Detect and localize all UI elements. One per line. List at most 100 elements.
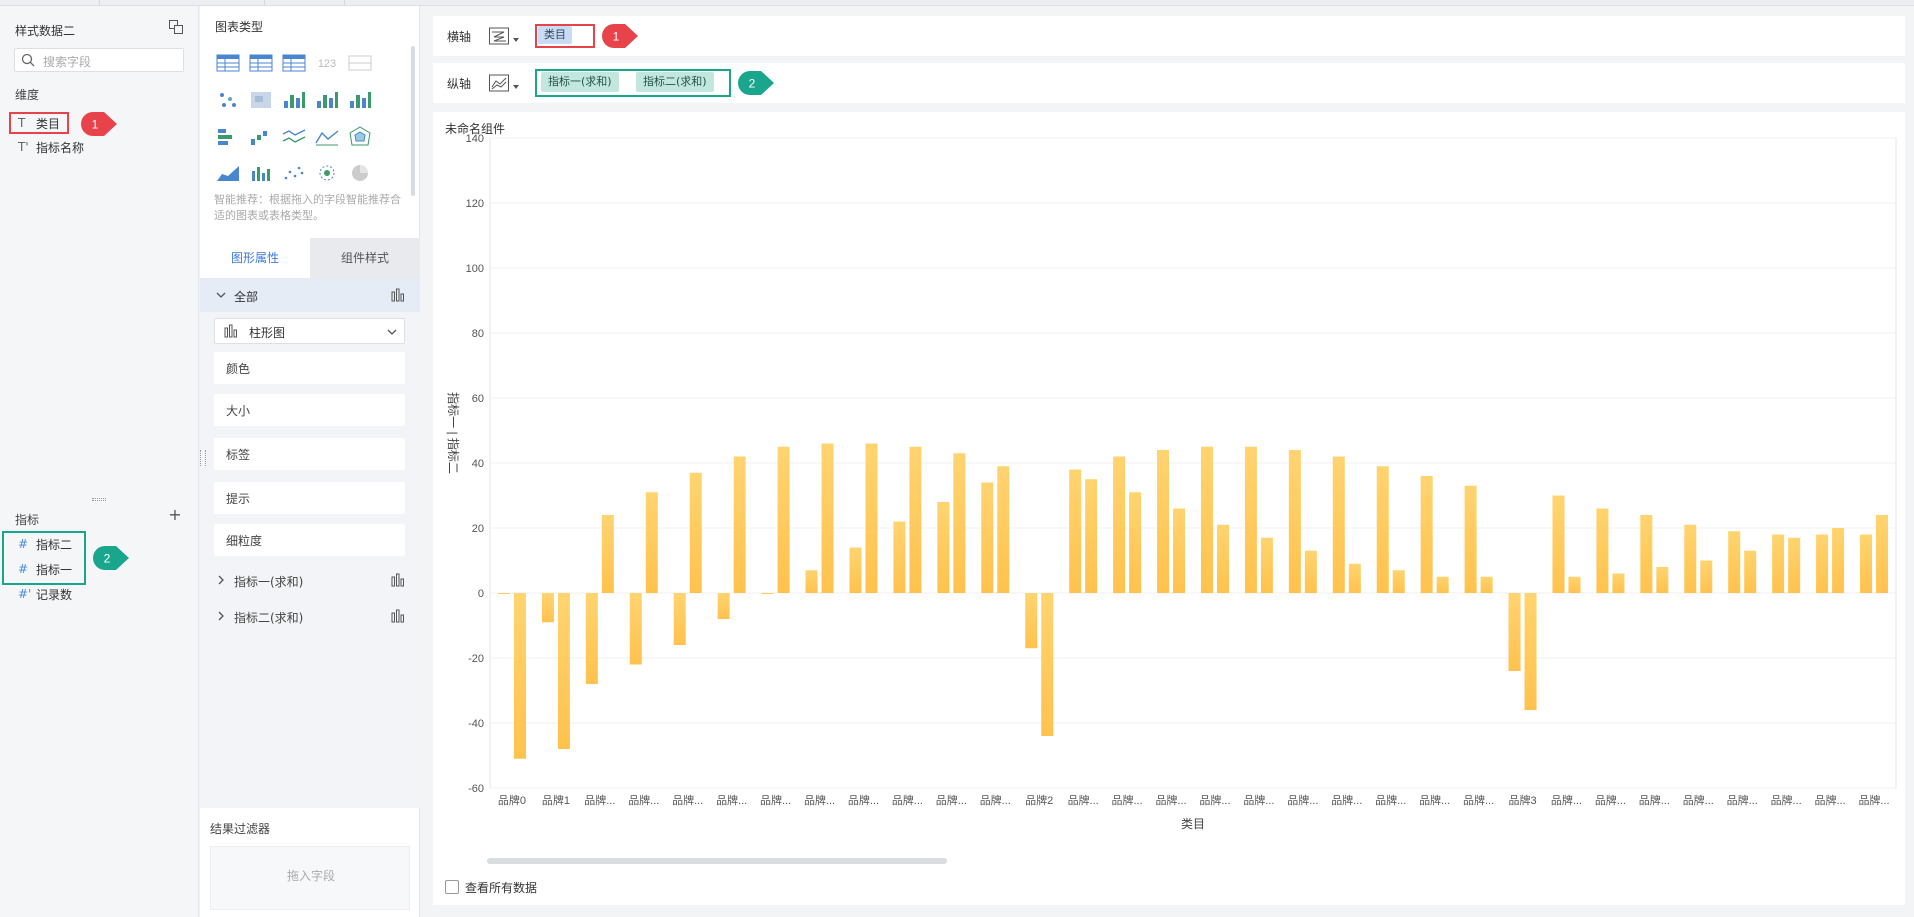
bar[interactable] bbox=[1552, 495, 1565, 594]
tab-component-style[interactable]: 组件样式 bbox=[310, 238, 420, 278]
bar[interactable] bbox=[1744, 550, 1757, 593]
bar[interactable] bbox=[953, 453, 966, 593]
chart-type-scrollbar[interactable] bbox=[411, 46, 415, 196]
heatmap-icon[interactable] bbox=[247, 87, 275, 113]
bar[interactable] bbox=[717, 593, 730, 619]
x-axis-shelf[interactable]: 横轴 类目 bbox=[433, 16, 1905, 56]
bar[interactable] bbox=[1816, 534, 1829, 594]
bar[interactable] bbox=[1173, 508, 1186, 594]
all-measures-row[interactable]: 全部 bbox=[200, 278, 420, 312]
panel-resize-handle[interactable] bbox=[200, 450, 206, 466]
prop-label[interactable]: 标签 bbox=[214, 438, 405, 470]
bar[interactable] bbox=[733, 456, 746, 594]
measure-field-metric2[interactable]: # 指标二 bbox=[18, 534, 72, 554]
bar[interactable] bbox=[1788, 537, 1801, 593]
top-tab[interactable] bbox=[100, 0, 265, 6]
detail-table-icon[interactable] bbox=[280, 50, 308, 76]
bar[interactable] bbox=[497, 593, 510, 594]
prop-color[interactable]: 颜色 bbox=[214, 352, 405, 384]
bar[interactable] bbox=[997, 466, 1010, 593]
chart-horizontal-scrollbar[interactable] bbox=[487, 858, 1897, 864]
bar[interactable] bbox=[1728, 531, 1741, 593]
bar[interactable] bbox=[909, 446, 922, 593]
bar[interactable] bbox=[1085, 479, 1098, 593]
bar[interactable] bbox=[557, 593, 570, 749]
show-all-data-checkbox[interactable] bbox=[445, 880, 459, 894]
x-axis-field-pill[interactable]: 类目 bbox=[538, 26, 572, 44]
y-axis-field-pill[interactable]: 指标二(求和) bbox=[636, 72, 714, 92]
kpi-icon[interactable]: 123 bbox=[313, 50, 341, 76]
waterfall-icon[interactable] bbox=[247, 124, 275, 150]
bar[interactable] bbox=[1129, 492, 1142, 593]
table-icon[interactable] bbox=[214, 50, 242, 76]
bar[interactable] bbox=[1200, 446, 1213, 593]
bar[interactable] bbox=[821, 443, 834, 594]
bar[interactable] bbox=[761, 593, 774, 594]
bar[interactable] bbox=[1508, 593, 1521, 671]
dimension-field-category[interactable]: T 类目 bbox=[18, 113, 60, 133]
bar[interactable] bbox=[1612, 573, 1625, 594]
bar[interactable] bbox=[805, 570, 818, 593]
bar[interactable] bbox=[1656, 567, 1669, 593]
bar[interactable] bbox=[849, 547, 862, 594]
bar[interactable] bbox=[1596, 508, 1609, 594]
bar[interactable] bbox=[1860, 534, 1873, 594]
bar[interactable] bbox=[585, 593, 598, 684]
dimension-field-metric-name[interactable]: T' 指标名称 bbox=[18, 137, 84, 157]
bar[interactable] bbox=[645, 492, 658, 593]
chart-type-select[interactable]: 柱形图 bbox=[214, 318, 405, 344]
measure-field-metric1[interactable]: # 指标一 bbox=[18, 559, 72, 579]
bar[interactable] bbox=[1684, 524, 1697, 593]
prop-granularity[interactable]: 细粒度 bbox=[214, 524, 405, 556]
bar[interactable] bbox=[1876, 515, 1889, 593]
panel-resize-handle[interactable] bbox=[0, 496, 199, 504]
bar[interactable] bbox=[1288, 450, 1301, 593]
bar-icon[interactable] bbox=[313, 87, 341, 113]
tab-graphic-properties[interactable]: 图形属性 bbox=[200, 238, 310, 278]
bar[interactable] bbox=[777, 446, 790, 593]
bar[interactable] bbox=[1464, 485, 1477, 593]
y-axis-field-pill[interactable]: 指标一(求和) bbox=[541, 72, 619, 92]
top-tab[interactable] bbox=[0, 0, 100, 6]
crosstable-icon[interactable] bbox=[247, 50, 275, 76]
pie-icon[interactable] bbox=[346, 160, 374, 186]
prop-size[interactable]: 大小 bbox=[214, 394, 405, 426]
bar[interactable] bbox=[513, 593, 526, 759]
bar[interactable] bbox=[1348, 563, 1361, 593]
bar[interactable] bbox=[1304, 550, 1317, 593]
measure-row-metric2[interactable]: 指标二(求和) bbox=[200, 602, 420, 630]
bar[interactable] bbox=[1376, 466, 1389, 593]
bar[interactable] bbox=[1157, 450, 1170, 593]
grouped-bar-icon[interactable] bbox=[280, 87, 308, 113]
bar[interactable] bbox=[1216, 524, 1229, 593]
bar[interactable] bbox=[893, 521, 906, 594]
add-measure-icon[interactable]: + bbox=[168, 505, 182, 524]
bar[interactable] bbox=[1772, 534, 1785, 594]
bar[interactable] bbox=[1113, 456, 1126, 594]
bar[interactable] bbox=[1332, 456, 1345, 594]
horizontal-bar-icon[interactable] bbox=[214, 124, 242, 150]
line-icon[interactable] bbox=[280, 124, 308, 150]
scatter-map-icon[interactable] bbox=[214, 87, 242, 113]
bar[interactable] bbox=[1436, 576, 1449, 593]
axis-type-icon[interactable] bbox=[488, 26, 510, 46]
bar[interactable] bbox=[1480, 576, 1493, 593]
bar[interactable] bbox=[601, 515, 614, 593]
search-input[interactable]: 搜索字段 bbox=[14, 48, 184, 72]
bar[interactable] bbox=[629, 593, 642, 665]
caret-down-icon[interactable] bbox=[513, 38, 519, 42]
bar[interactable] bbox=[1832, 528, 1845, 593]
axis-type-icon[interactable] bbox=[488, 73, 510, 93]
bar[interactable] bbox=[1700, 560, 1713, 594]
switch-dataset-icon[interactable] bbox=[168, 19, 184, 35]
result-filter-dropzone[interactable]: 拖入字段 bbox=[210, 846, 410, 910]
bar[interactable] bbox=[1069, 469, 1082, 594]
stacked-bar-icon[interactable] bbox=[346, 87, 374, 113]
measure-field-record-count[interactable]: #' 记录数 bbox=[18, 584, 72, 604]
bubble-icon[interactable] bbox=[313, 160, 341, 186]
area-icon[interactable] bbox=[313, 124, 341, 150]
bar[interactable] bbox=[673, 593, 686, 645]
bar[interactable] bbox=[937, 502, 950, 593]
mini-table-icon[interactable] bbox=[346, 50, 374, 76]
bar[interactable] bbox=[1420, 476, 1433, 593]
